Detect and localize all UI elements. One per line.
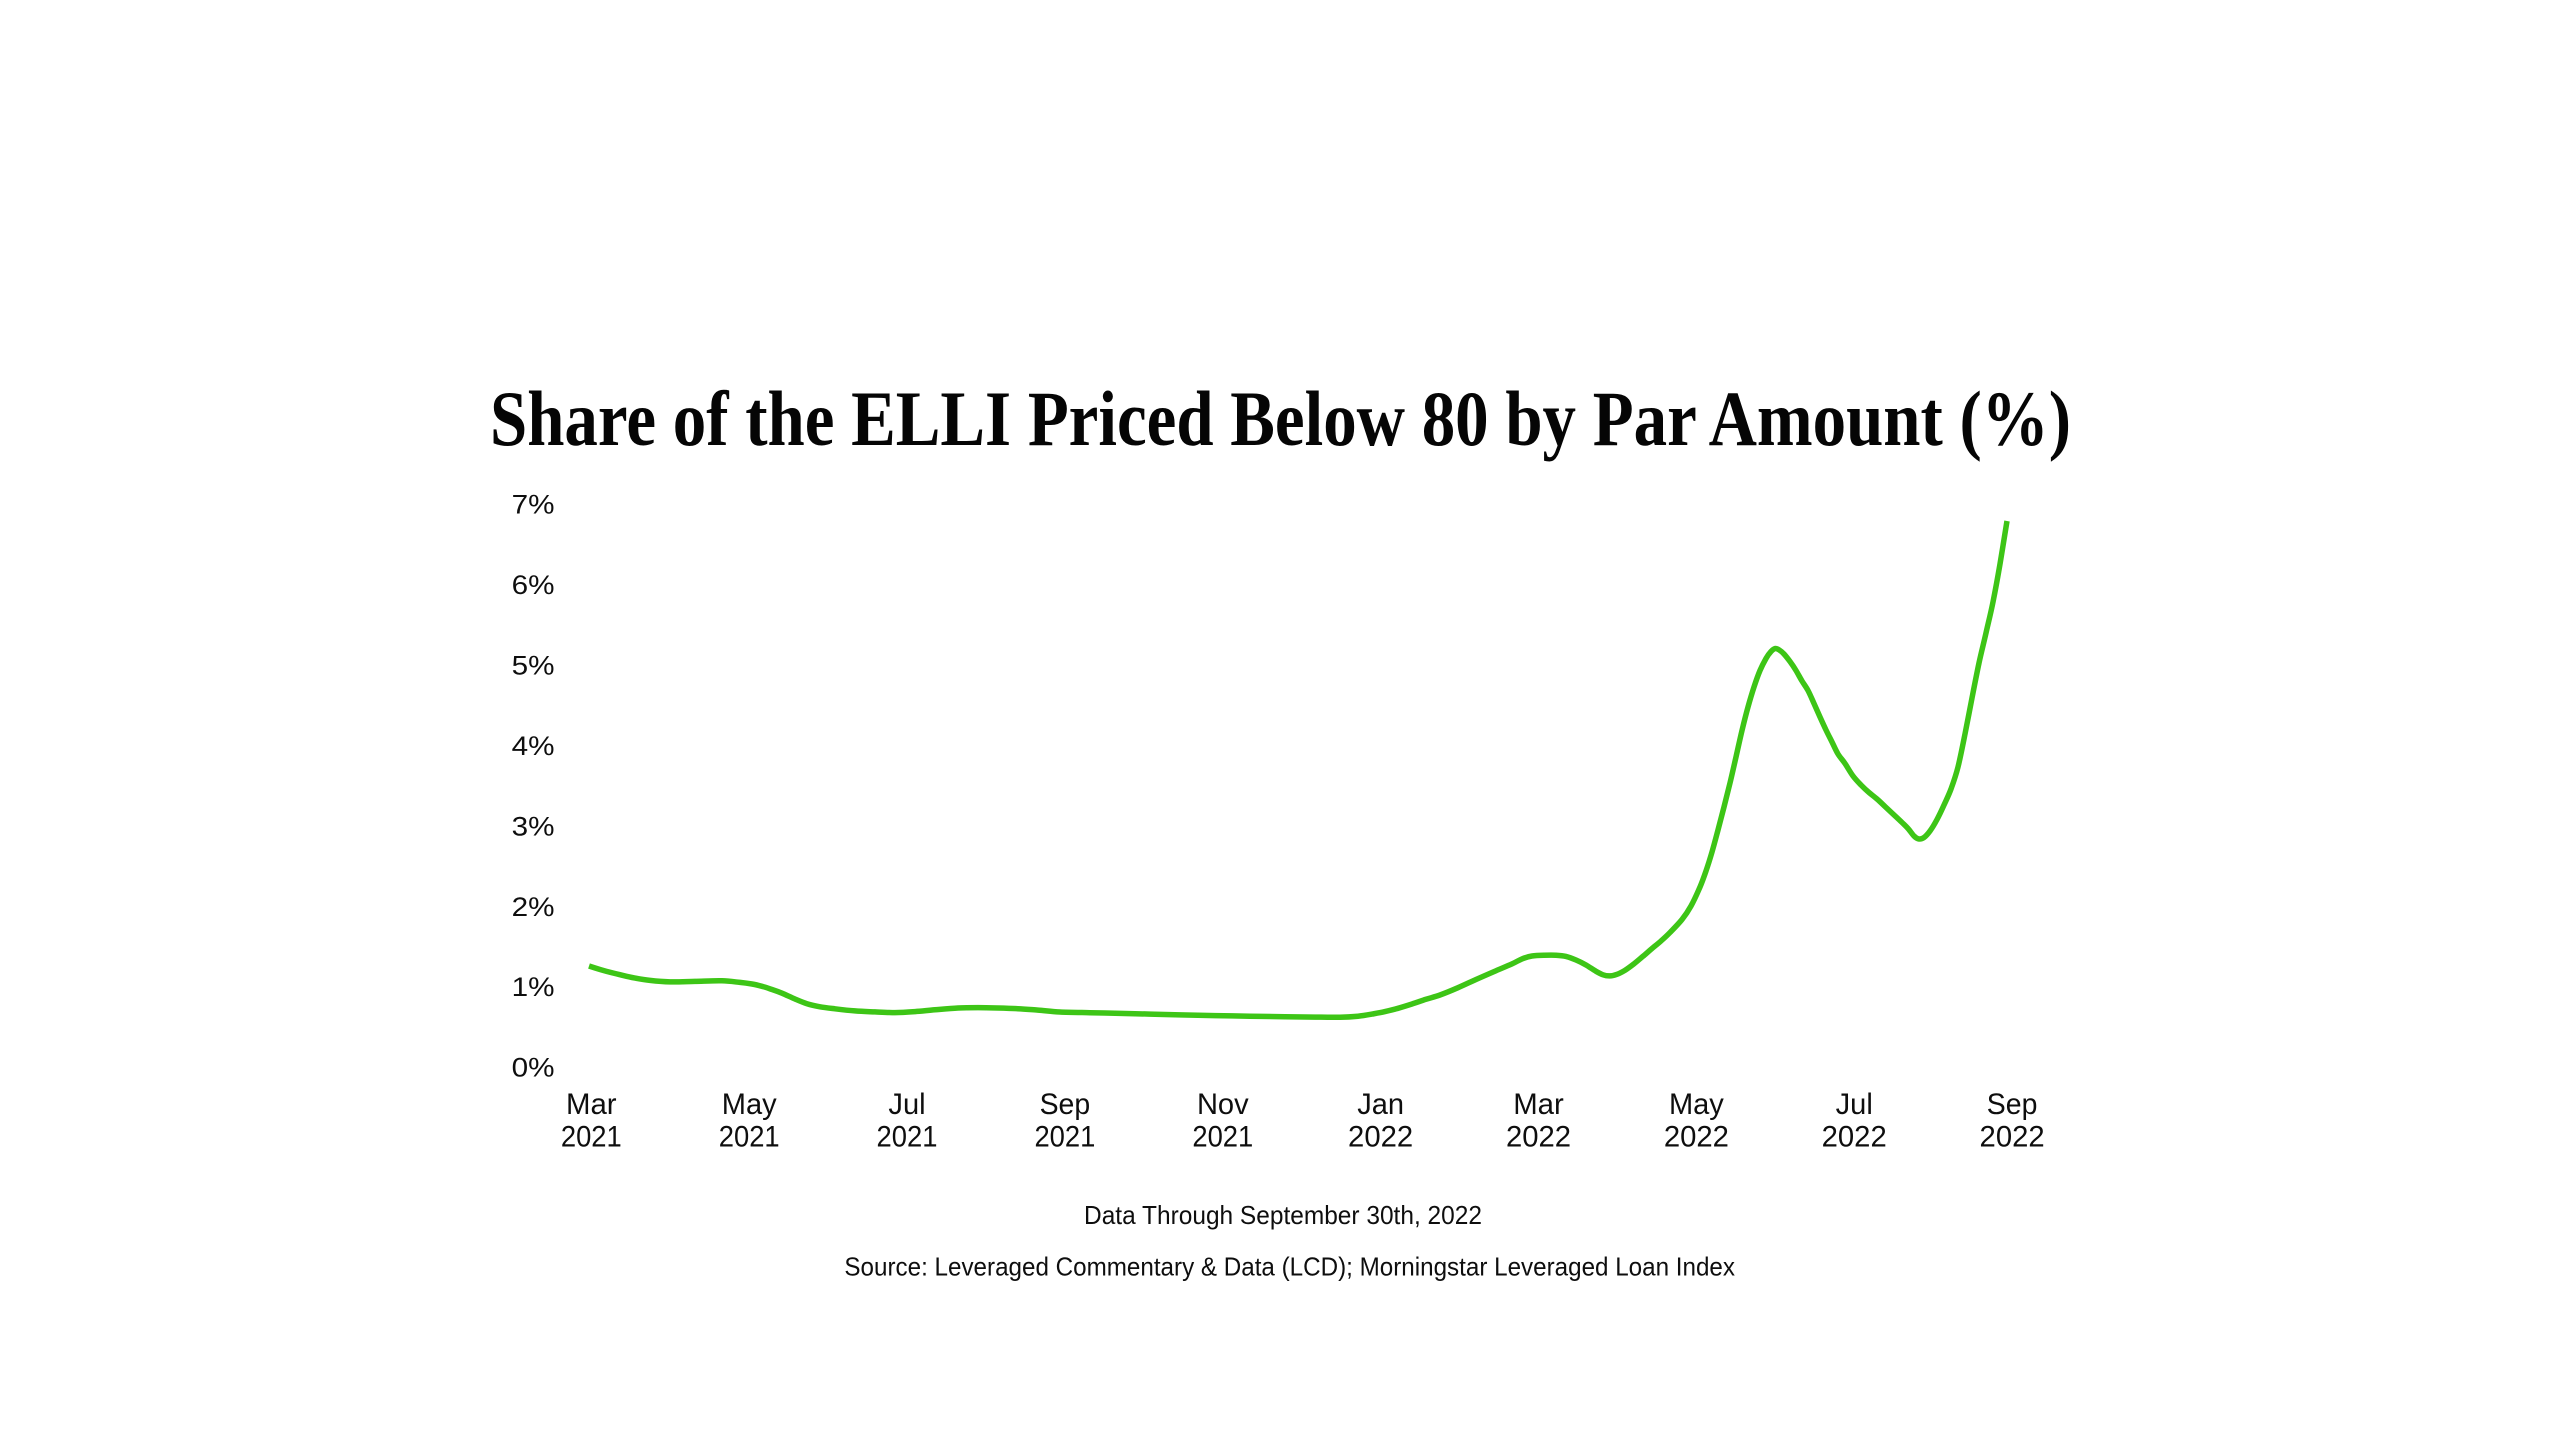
- svg-text:1%: 1%: [512, 972, 555, 1002]
- svg-text:Share of the ELLI Priced Below: Share of the ELLI Priced Below 80 by Par…: [490, 375, 2071, 462]
- svg-text:May: May: [1669, 1088, 1724, 1121]
- svg-text:Jul: Jul: [1836, 1088, 1873, 1121]
- svg-text:May: May: [722, 1088, 777, 1121]
- svg-text:Data Through September 30th, 2: Data Through September 30th, 2022: [1084, 1200, 1482, 1230]
- svg-text:Jul: Jul: [888, 1088, 925, 1121]
- svg-text:6%: 6%: [512, 570, 555, 600]
- svg-text:2022: 2022: [1348, 1120, 1413, 1153]
- svg-text:Source: Leveraged Commentary &: Source: Leveraged Commentary & Data (LCD…: [844, 1252, 1735, 1282]
- svg-text:2021: 2021: [1192, 1120, 1253, 1153]
- svg-text:2022: 2022: [1980, 1120, 2045, 1153]
- svg-text:Sep: Sep: [1987, 1088, 2038, 1121]
- svg-text:5%: 5%: [512, 650, 555, 680]
- svg-text:2022: 2022: [1506, 1120, 1571, 1153]
- svg-text:2021: 2021: [877, 1120, 938, 1153]
- svg-text:2%: 2%: [512, 892, 555, 922]
- svg-text:Mar: Mar: [566, 1088, 617, 1121]
- svg-text:2021: 2021: [1034, 1120, 1095, 1153]
- svg-text:4%: 4%: [512, 731, 555, 761]
- svg-text:2022: 2022: [1664, 1120, 1729, 1153]
- svg-text:7%: 7%: [512, 489, 555, 519]
- svg-text:Mar: Mar: [1513, 1088, 1564, 1121]
- svg-text:0%: 0%: [512, 1053, 555, 1083]
- svg-text:2021: 2021: [561, 1120, 622, 1153]
- svg-text:2021: 2021: [719, 1120, 780, 1153]
- svg-text:Sep: Sep: [1040, 1088, 1091, 1121]
- svg-text:Jan: Jan: [1357, 1088, 1404, 1121]
- svg-text:3%: 3%: [512, 811, 555, 841]
- svg-text:2022: 2022: [1822, 1120, 1887, 1153]
- svg-text:Nov: Nov: [1197, 1088, 1249, 1121]
